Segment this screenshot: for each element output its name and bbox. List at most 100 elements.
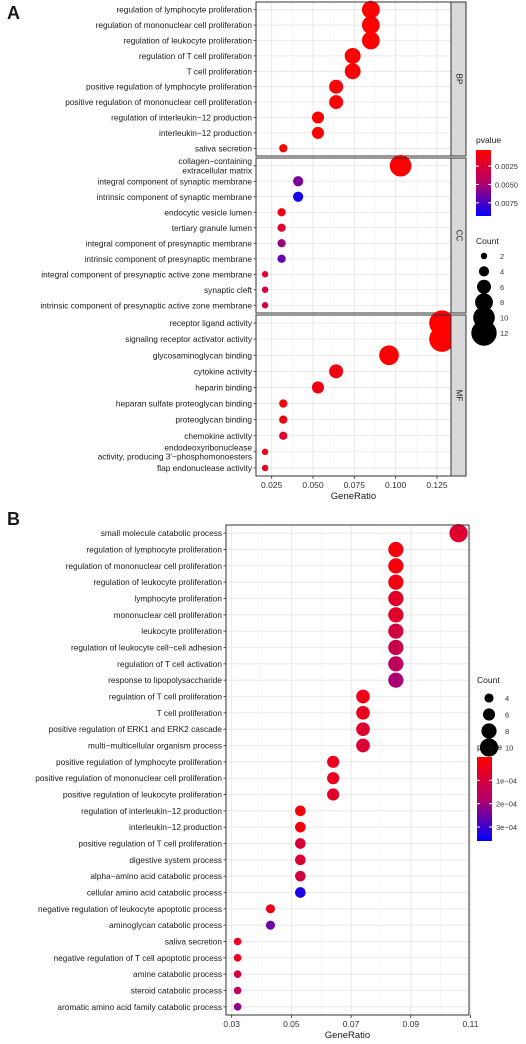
chart-b-x-tick-label: 0.07 [343,1019,360,1029]
chart-a-size-key [478,266,490,277]
chart-a-category-label: heparin binding [195,382,252,392]
chart-a-color-bar [476,150,491,216]
chart-a-category-label: interleukin−12 production [159,128,252,138]
chart-a-point [311,381,325,394]
chart-a-facet-label: MF [454,390,463,402]
chart-b-category-label: regulation of T cell proliferation [109,692,223,702]
chart-b-size-key-label: 10 [505,744,513,753]
chart-b-point [233,970,242,978]
chart-a-category-label: signaling receptor activator activity [125,334,253,344]
chart-b-point [265,904,276,914]
chart-a-point [277,208,286,217]
chart-b-x-tick-label: 0.03 [223,1019,240,1029]
chart-a-size-key-label: 8 [500,298,504,307]
chart-a-category-label: flap endonuclease activity [157,463,253,473]
chart-b-category-label: interleukin−12 production [129,822,222,832]
chart-a-x-axis-title: GeneRatio [331,491,376,502]
chart-b-point [233,954,242,962]
panel-a-letter: A [7,3,20,23]
chart-b-size-key [484,693,494,703]
chart-b-color-tick-label: 3e−04 [496,823,517,832]
chart-b-x-axis-title: GeneRatio [325,1030,370,1039]
chart-a-category-label: receptor ligand activity [169,318,252,328]
chart-b-category-label: aminoglycan catabolic process [109,920,222,930]
chart-a-size-key-label: 6 [500,283,504,292]
chart-b-point [295,838,306,849]
chart-a-category-label: activity, producing 3′−phosphomonoesters [98,451,252,461]
chart-b-point [233,1003,242,1011]
chart-b-point [356,738,370,753]
chart-b-point [265,920,276,930]
chart-b-category-label: response to lipopolysaccharide [108,675,222,685]
chart-a-category-label: intrinsic component of presynaptic activ… [40,300,252,310]
chart-a-category-label: glycosaminoglycan binding [153,350,253,360]
chart-b-point [388,590,404,607]
chart-a-point [389,154,412,177]
chart-b-point [388,607,404,623]
chart-b-category-label: cellular amino acid catabolic process [87,888,222,898]
chart-a-point [279,431,288,440]
chart-a-point [279,399,288,408]
chart-b-category-label: digestive system process [129,855,222,865]
chart-b-x-tick-label: 0.05 [283,1019,300,1029]
chart-a-point [277,223,286,232]
chart-a-category-label: positive regulation of lymphocyte prolif… [86,82,252,92]
chart-a-category-label: saliva secretion [195,143,253,153]
chart-a-point [361,16,380,34]
chart-b-point [327,755,340,768]
chart-a-category-label: T cell proliferation [187,66,253,76]
chart-a-point [261,464,269,472]
chart-a-size-key [475,293,493,312]
chart-a-category-label: collagen−containing [178,156,252,166]
chart-b-category-label: T cell proliferation [157,708,223,718]
chart-b-point [388,623,404,639]
chart-a-point [261,302,269,309]
chart-a-point [261,271,269,278]
chart-a-category-label: integral component of presynaptic membra… [86,238,253,248]
chart-b-category-label: regulation of lymphocyte proliferation [86,545,222,555]
chart-b-category-label: regulation of interleukin−12 production [81,806,222,816]
chart-a-category-label: cytokine activity [194,366,253,376]
chart-a-category-label: integral component of synaptic membrane [98,176,253,186]
chart-b-category-label: positive regulation of T cell proliferat… [78,839,222,849]
chart-a-point [261,286,269,293]
chart-a-category-label: intrinsic component of presynaptic membr… [85,254,253,264]
chart-a-facet-label: CC [454,230,463,242]
chart-b-color-bar [477,757,492,841]
chart-b-point [388,639,404,656]
chart-b-point [295,854,306,866]
chart-b-point [295,805,306,817]
chart-a-facet-strip [450,157,467,314]
chart-b-category-label: positive regulation of ERK1 and ERK2 cas… [49,724,223,734]
chart-a-size-key [471,320,497,346]
chart-a-category-label: regulation of leukocyte proliferation [123,36,252,46]
chart-b-color-tick-label: 1e−04 [496,776,517,785]
chart-a-category-label: chemokine activity [184,431,253,441]
chart-a-x-tick-label: 0.100 [385,480,407,490]
chart-b-point [449,524,468,543]
chart-b-size-key [479,738,499,757]
chart-a-category-label: regulation of lymphocyte proliferation [116,5,252,15]
chart-a-x-tick-label: 0.025 [261,480,283,490]
chart-b-point [356,722,370,737]
chart-b-category-label: negative regulation of T cell apoptotic … [53,953,222,963]
chart-b-size-key-label: 6 [505,711,509,720]
chart-b-category-label: saliva secretion [165,937,223,947]
chart-b-point [327,772,340,785]
chart-b-category-label: lymphocyte proliferation [134,594,222,604]
chart-b-category-label: multi−multicellular organism process [88,741,222,751]
chart-a-point [329,95,344,110]
chart-b-point [388,558,404,574]
chart-a-point [293,176,304,187]
chart-b-point [388,672,404,688]
chart-b-point [295,870,306,882]
chart-b-point [356,689,370,704]
chart-b-legends: Count 4 6 8 10 pvalue 1e−04 2e−04 3e−04 [477,675,517,841]
chart-b-size-key-label: 4 [505,694,509,703]
chart-b-point [388,574,404,590]
chart-b-point [295,821,306,833]
chart-b-category-label: amine catabolic process [133,969,222,979]
chart-a-point [277,239,286,248]
chart-a-color-tick-label: 0.0025 [495,162,518,171]
